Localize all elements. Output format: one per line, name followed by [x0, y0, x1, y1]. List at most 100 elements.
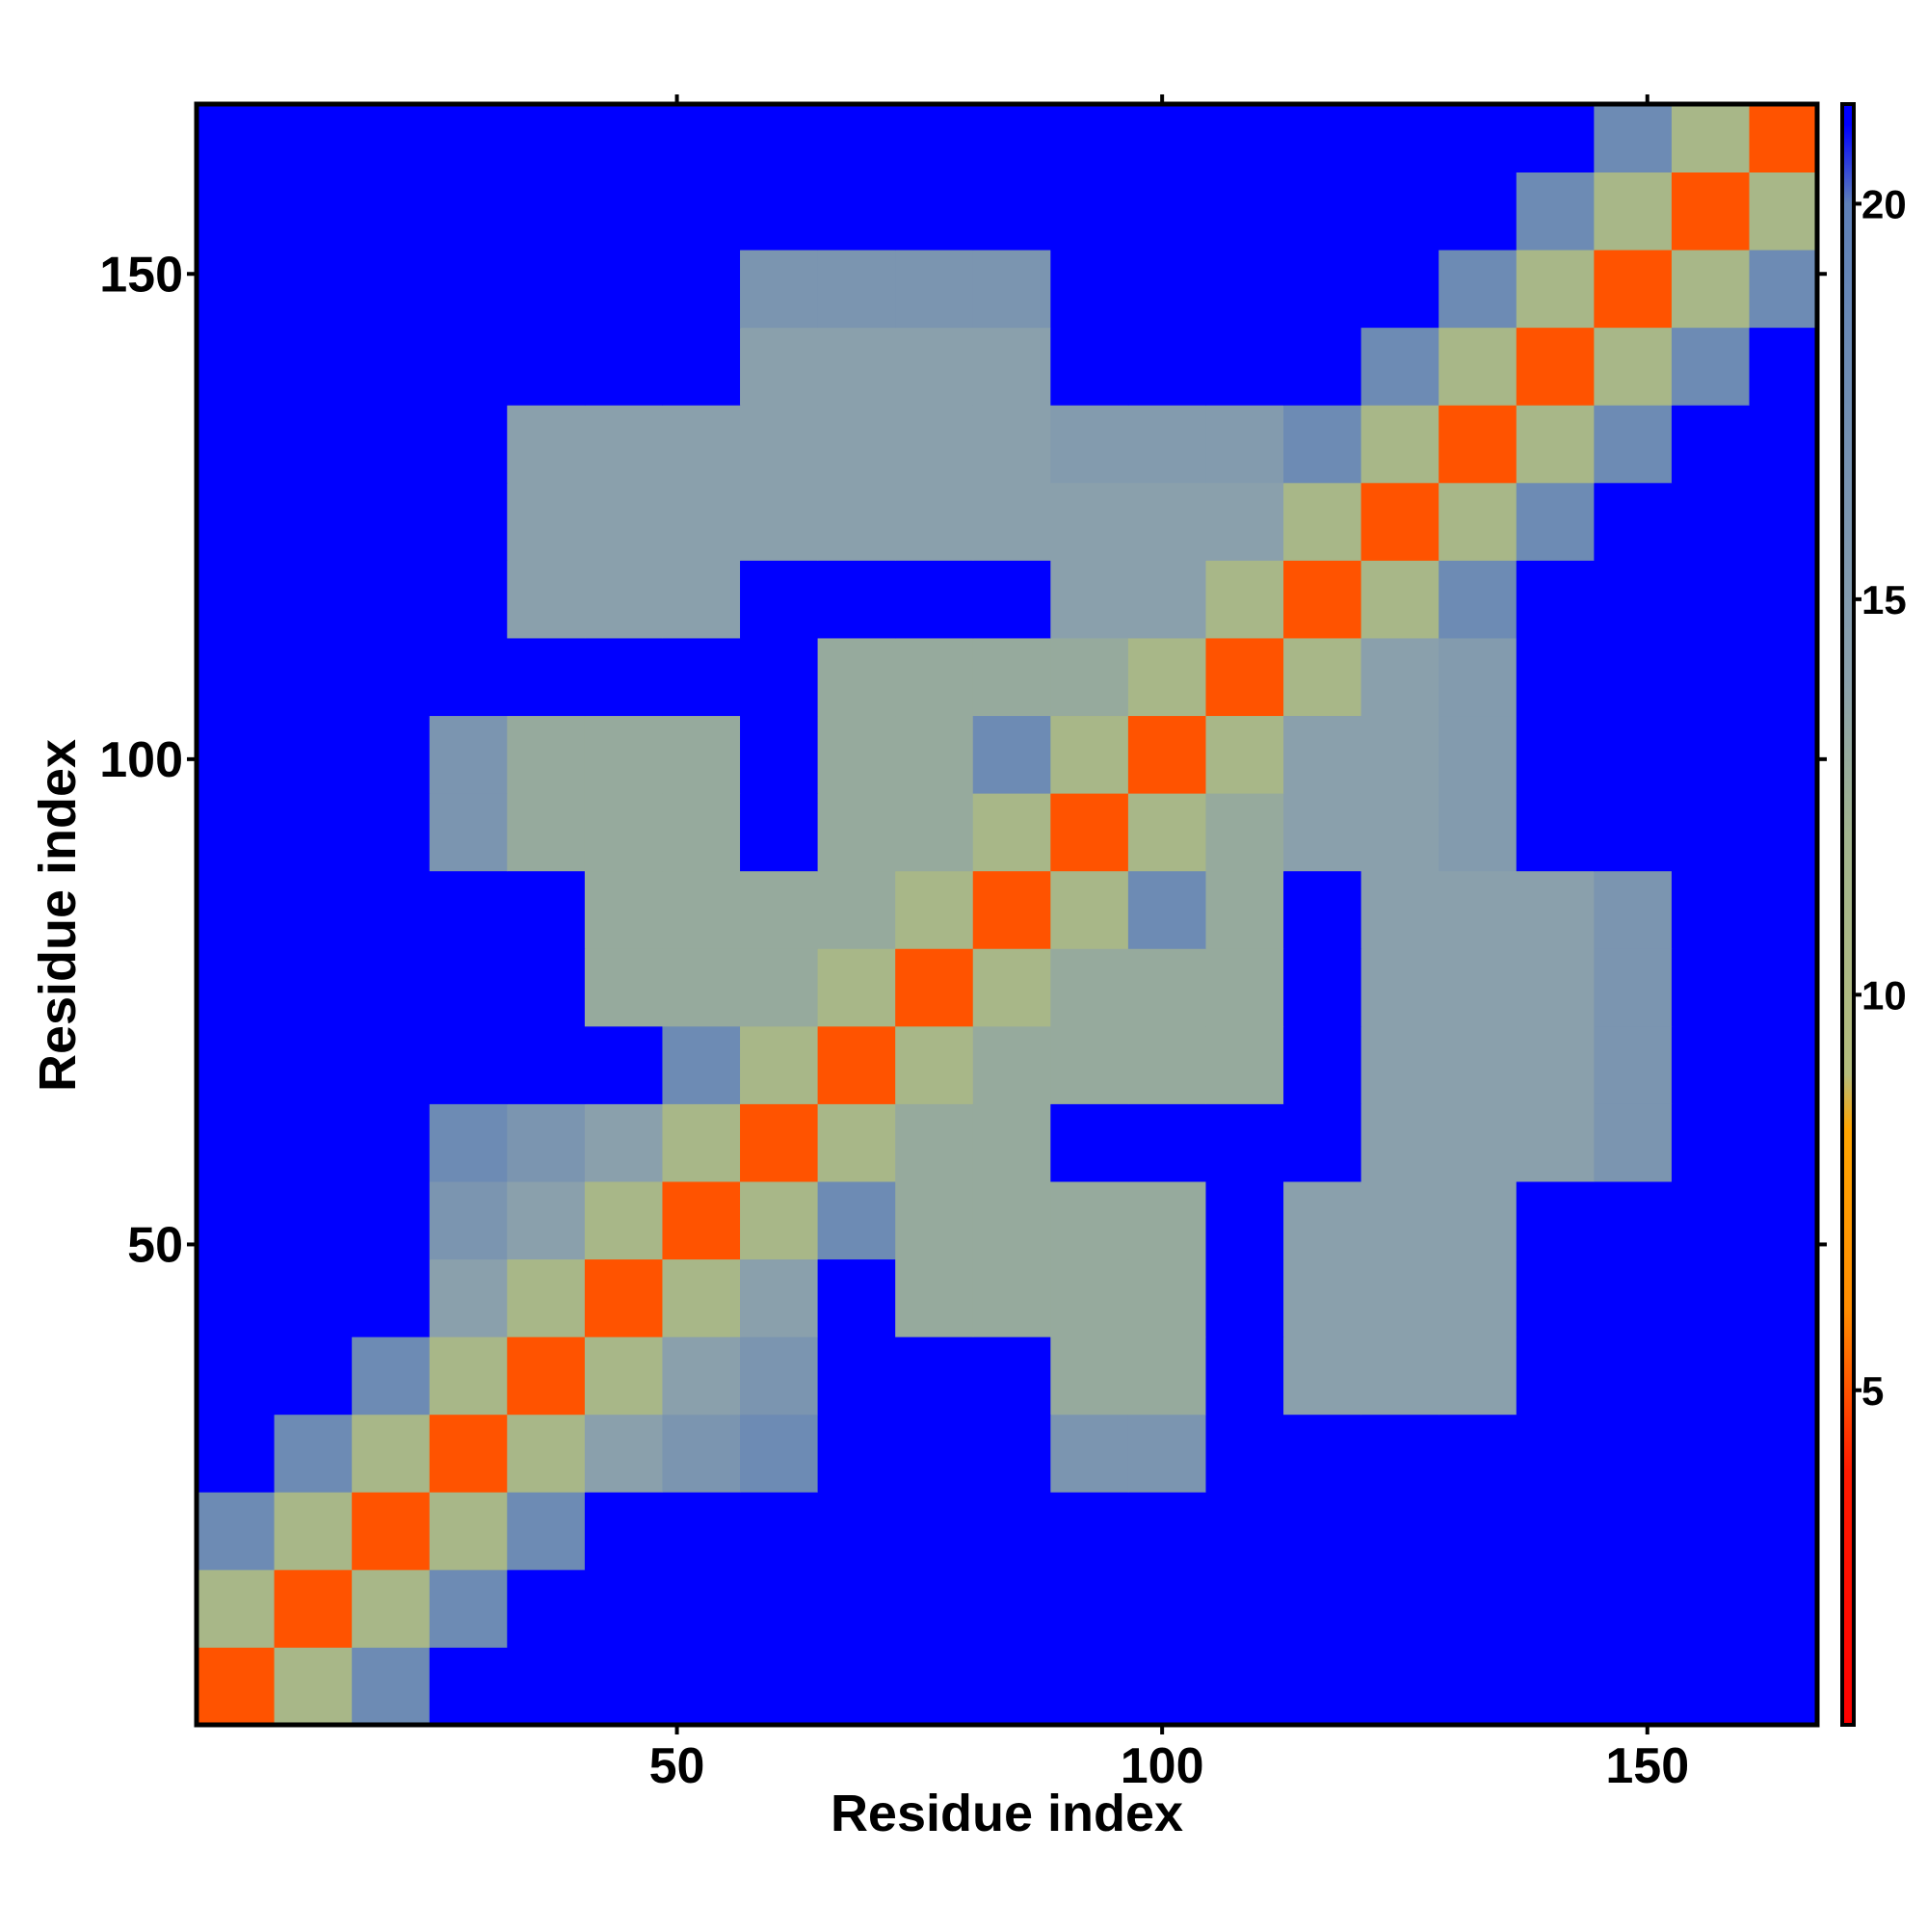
heatmap-cell [740, 1180, 819, 1260]
heatmap-cell [197, 1414, 276, 1493]
heatmap-cell [1205, 172, 1284, 251]
heatmap-cell [584, 405, 663, 484]
heatmap-cell [1360, 1258, 1439, 1337]
heatmap-cell [584, 870, 663, 949]
heatmap-cell [1671, 405, 1750, 484]
heatmap-cell [429, 1103, 508, 1182]
heatmap-cell [197, 1025, 276, 1104]
heatmap-cell [972, 1103, 1051, 1182]
heatmap-cell [1671, 104, 1750, 173]
heatmap-cell [1360, 482, 1439, 561]
heatmap-cell [1594, 482, 1673, 561]
heatmap-cell [895, 1180, 974, 1260]
heatmap-cell [1283, 793, 1362, 872]
heatmap-cell [1205, 250, 1284, 329]
heatmap-cell [1205, 1103, 1284, 1182]
heatmap-cell [352, 1025, 431, 1104]
heatmap-cell [1516, 1180, 1595, 1260]
heatmap-cell [972, 1025, 1051, 1104]
heatmap-cell [1050, 637, 1129, 717]
heatmap-cell [1749, 172, 1818, 251]
heatmap-cell [507, 250, 586, 329]
heatmap-cell [197, 1103, 276, 1182]
heatmap-cell [1671, 560, 1750, 639]
heatmap-cell [197, 250, 276, 329]
heatmap-cell [817, 1414, 896, 1493]
heatmap-cell [662, 870, 741, 949]
heatmap-cell [197, 172, 276, 251]
heatmap-cell [1749, 1025, 1818, 1104]
heatmap-cell [740, 172, 819, 251]
heatmap-cell [274, 870, 353, 949]
heatmap-cell [972, 405, 1051, 484]
heatmap-cell [1671, 948, 1750, 1027]
heatmap-cell [274, 1414, 353, 1493]
heatmap-cell [274, 1337, 353, 1416]
heatmap-cell [1127, 1492, 1206, 1571]
heatmap-cell [1516, 1647, 1595, 1726]
heatmap-cell [1516, 1492, 1595, 1571]
heatmap-cell [895, 870, 974, 949]
heatmap-cell [895, 405, 974, 484]
heatmap-cell [507, 1103, 586, 1182]
heatmap-cell [1439, 172, 1518, 251]
heatmap-cell [1594, 1647, 1673, 1726]
heatmap-cell [1594, 1337, 1673, 1416]
heatmap-cell [817, 482, 896, 561]
heatmap-cell [197, 327, 276, 406]
heatmap-cell [662, 1492, 741, 1571]
heatmap-cell [1050, 1492, 1129, 1571]
heatmap-cell [352, 637, 431, 717]
heatmap-cell [1671, 1569, 1750, 1648]
heatmap-cell [1283, 405, 1362, 484]
heatmap-cell [1671, 715, 1750, 794]
heatmap-cell [429, 637, 508, 717]
heatmap-cell [352, 793, 431, 872]
heatmap-cell [352, 104, 431, 173]
heatmap-cell [817, 250, 896, 329]
heatmap-cell [1671, 1103, 1750, 1182]
heatmap-cell [1749, 1647, 1818, 1726]
heatmap-cell [429, 327, 508, 406]
heatmap-cell [1205, 405, 1284, 484]
heatmap-cell [817, 1025, 896, 1104]
heatmap-cell [352, 1492, 431, 1571]
heatmap-cell [1516, 948, 1595, 1027]
heatmap-cell [1127, 870, 1206, 949]
heatmap-cell [895, 560, 974, 639]
heatmap-cell [1360, 793, 1439, 872]
heatmap-cell [507, 1025, 586, 1104]
heatmap-cell [1205, 793, 1284, 872]
heatmap-cell [1439, 1103, 1518, 1182]
heatmap-cell [429, 1180, 508, 1260]
heatmap-cell [1516, 250, 1595, 329]
heatmap-cell [429, 1492, 508, 1571]
heatmap-cell [972, 1569, 1051, 1648]
heatmap-cell [817, 1569, 896, 1648]
colorbar-tick-label: 10 [1861, 972, 1907, 1018]
heatmap-cell [1594, 1569, 1673, 1648]
heatmap-cell [972, 870, 1051, 949]
heatmap-cell [972, 560, 1051, 639]
heatmap-cell [1439, 405, 1518, 484]
heatmap-cell [1360, 870, 1439, 949]
heatmap-cell [895, 1337, 974, 1416]
heatmap-cell [1439, 1569, 1518, 1648]
heatmap-cell [584, 560, 663, 639]
heatmap-cell [1360, 1180, 1439, 1260]
heatmap-cell [1283, 637, 1362, 717]
heatmap-cell [352, 405, 431, 484]
heatmap-cell [429, 1414, 508, 1493]
x-tick-label: 50 [649, 1738, 705, 1794]
heatmap-cell [1439, 1337, 1518, 1416]
heatmap-cell [1749, 104, 1818, 173]
heatmap-cell [1205, 560, 1284, 639]
heatmap-cell [1516, 1414, 1595, 1493]
heatmap-cell [1749, 870, 1818, 949]
heatmap-cell [1516, 870, 1595, 949]
heatmap-cell [1127, 637, 1206, 717]
heatmap-cell [972, 1337, 1051, 1416]
heatmap-cell [1360, 1337, 1439, 1416]
heatmap-cell [817, 948, 896, 1027]
plot-frame [194, 101, 1820, 1728]
